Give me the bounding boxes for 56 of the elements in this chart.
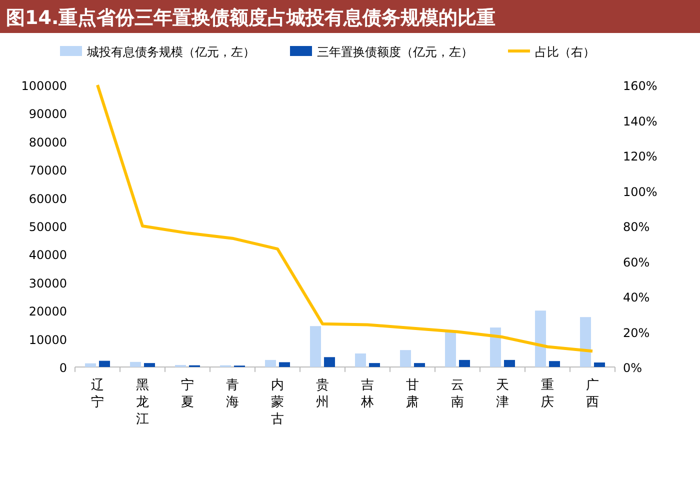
x-tick-label: 内蒙古: [271, 378, 284, 427]
y2-tick-label: 140%: [623, 114, 658, 128]
y2-tick-label: 20%: [623, 326, 650, 340]
y-tick-label: 30000: [28, 276, 67, 290]
bar: [99, 360, 110, 367]
bar: [549, 361, 560, 367]
y2-tick-label: 80%: [623, 220, 650, 234]
x-tick-label: 黑龙江: [136, 378, 149, 427]
bar: [490, 328, 501, 367]
bar: [130, 362, 141, 367]
y-tick-label: 90000: [28, 107, 67, 122]
y2-tick-label: 120%: [623, 150, 658, 164]
legend-label: 三年置换债额度（亿元，左）: [317, 45, 473, 59]
bar: [355, 353, 366, 367]
bar: [85, 363, 96, 367]
bar: [445, 330, 456, 367]
x-tick-label: 辽宁: [91, 378, 104, 410]
bar: [459, 360, 470, 367]
y2-tick-label: 100%: [623, 184, 658, 199]
bar: [144, 363, 155, 367]
bar: [580, 317, 591, 367]
bar: [414, 363, 425, 367]
y-tick-label: 80000: [28, 135, 67, 150]
bar: [400, 350, 411, 367]
legend-label: 城投有息债务规模（亿元，左）: [86, 45, 255, 59]
x-tick-label: 青海: [226, 378, 239, 410]
chart-title: 图14.重点省份三年置换债额度占城投有息债务规模的比重: [6, 7, 496, 29]
y-tick-label: 60000: [28, 192, 67, 206]
bar: [265, 360, 276, 367]
y-tick-label: 0: [59, 361, 67, 375]
bar: [279, 362, 290, 367]
bar: [369, 363, 380, 367]
x-tick-label: 重庆: [541, 378, 554, 410]
x-tick-label: 云南: [451, 378, 464, 410]
bar: [504, 360, 515, 367]
y2-tick-label: 40%: [623, 290, 650, 304]
bar: [324, 357, 335, 367]
y-tick-label: 50000: [28, 220, 67, 234]
y2-tick-label: 0%: [623, 361, 642, 375]
x-tick-label: 天津: [496, 378, 509, 410]
x-tick-label: 甘肃: [406, 378, 419, 410]
x-tick-label: 贵州: [316, 378, 329, 410]
y-tick-label: 20000: [28, 304, 67, 319]
y-tick-label: 70000: [28, 164, 67, 178]
x-tick-label: 广西: [586, 378, 599, 410]
bar: [594, 362, 605, 367]
y-tick-label: 100000: [21, 79, 67, 93]
x-tick-label: 宁夏: [181, 377, 194, 410]
bar: [310, 326, 321, 367]
y-tick-label: 40000: [28, 248, 67, 262]
legend-label: 占比（右）: [535, 45, 595, 59]
y-tick-label: 10000: [28, 332, 67, 347]
bar: [535, 310, 546, 367]
y2-tick-label: 160%: [623, 79, 658, 93]
y2-tick-label: 60%: [623, 255, 650, 270]
x-tick-label: 吉林: [360, 378, 374, 410]
